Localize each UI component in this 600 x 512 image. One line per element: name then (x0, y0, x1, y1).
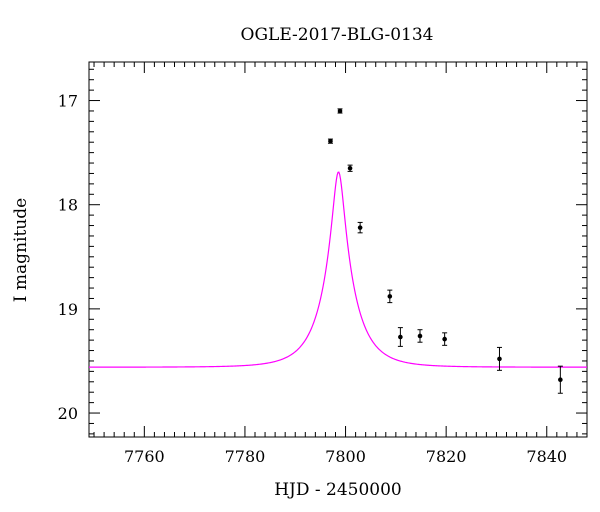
y-axis-label: I magnitude (11, 198, 31, 302)
data-point (496, 346, 502, 371)
plot-frame (88, 61, 588, 438)
data-point (557, 365, 563, 394)
data-marker (357, 225, 363, 230)
axis-ticks (89, 62, 588, 437)
data-marker (387, 294, 393, 299)
data-marker (442, 336, 447, 342)
y-tick-label: 17 (58, 92, 78, 111)
data-marker (398, 334, 403, 340)
x-tick-labels: 7760 7780 7800 7820 7840 (124, 447, 567, 466)
model-curve (89, 171, 587, 368)
data-marker (558, 377, 563, 383)
data-point (417, 329, 423, 343)
x-tick-label: 7780 (225, 447, 266, 466)
data-points (327, 108, 563, 394)
plot-area-border (88, 61, 588, 438)
x-tick-label: 7800 (325, 447, 366, 466)
data-point (387, 289, 393, 304)
chart-title: OGLE-2017-BLG-0134 (241, 25, 434, 45)
data-point (327, 138, 333, 144)
x-tick-label: 7820 (426, 447, 467, 466)
y-tick-label: 18 (58, 196, 78, 215)
y-tick-labels: 17 18 19 20 (58, 92, 78, 423)
y-tick-label: 19 (58, 300, 78, 319)
data-point (397, 327, 403, 347)
data-point (442, 332, 448, 346)
plot-clip-group (89, 108, 587, 394)
data-marker (328, 138, 333, 144)
data-point (337, 108, 343, 114)
data-marker (347, 165, 353, 171)
data-marker (497, 356, 502, 362)
x-tick-label: 7840 (526, 447, 567, 466)
x-tick-label: 7760 (124, 447, 165, 466)
data-point (347, 164, 353, 172)
data-point (357, 221, 363, 234)
x-axis-label: HJD - 2450000 (274, 480, 402, 500)
data-marker (337, 108, 343, 114)
y-tick-label: 20 (58, 404, 78, 423)
data-marker (417, 333, 423, 339)
